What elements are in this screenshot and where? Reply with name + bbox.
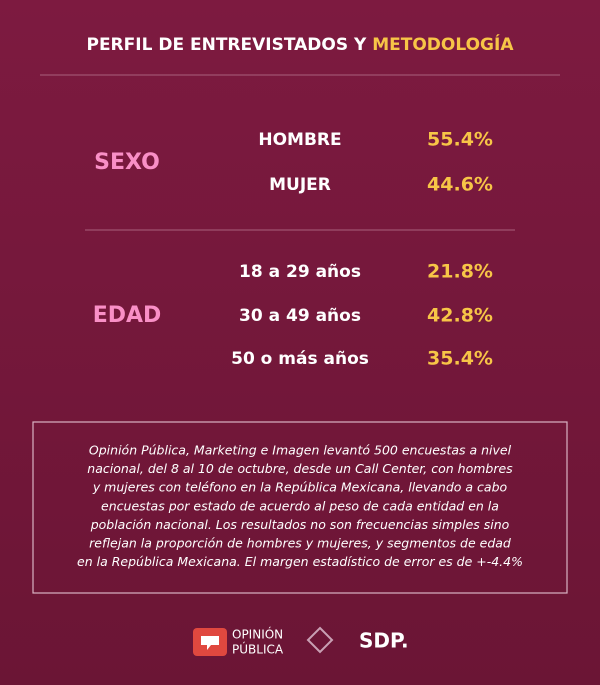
logo-icon-mark — [201, 636, 219, 650]
methodology-line: encuestas por estado de acuerdo al peso … — [101, 498, 499, 513]
title-highlight: METODOLOGÍA — [372, 33, 514, 55]
methodology-line: reflejan la proporción de hombres y muje… — [89, 536, 511, 551]
row-label: 50 o más años — [231, 349, 369, 369]
row-value: 55.4% — [427, 129, 493, 151]
logo-text: OPINIÓN — [232, 627, 283, 642]
logo-emblem — [306, 626, 334, 654]
row-value: 44.6% — [427, 174, 493, 196]
title-text: PERFIL DE ENTREVISTADOS Y — [86, 35, 372, 55]
row-label: 18 a 29 años — [239, 262, 361, 282]
row-value: 21.8% — [427, 261, 493, 283]
section-label: EDAD — [93, 303, 162, 328]
row-value: 35.4% — [427, 348, 493, 370]
title: PERFIL DE ENTREVISTADOS Y METODOLOGÍA — [86, 33, 514, 55]
row-value: 42.8% — [427, 305, 493, 327]
section-label: SEXO — [94, 150, 160, 175]
logo-text: PÚBLICA — [232, 642, 284, 657]
methodology-line: población nacional. Los resultados no so… — [90, 517, 510, 532]
logo-text: SDP. — [359, 629, 409, 653]
methodology-line: en la República Mexicana. El margen esta… — [77, 554, 523, 569]
methodology-box — [32, 421, 568, 594]
row-label: MUJER — [269, 175, 331, 195]
row-label: 30 a 49 años — [239, 306, 361, 326]
methodology-line: y mujeres con teléfono en la República M… — [92, 480, 508, 495]
row-label: HOMBRE — [258, 130, 341, 150]
methodology-line: nacional, del 8 al 10 de octubre, desde … — [87, 461, 513, 476]
methodology: Opinión Pública, Marketing e Imagen leva… — [77, 443, 523, 570]
methodology-line: Opinión Pública, Marketing e Imagen leva… — [89, 443, 512, 458]
